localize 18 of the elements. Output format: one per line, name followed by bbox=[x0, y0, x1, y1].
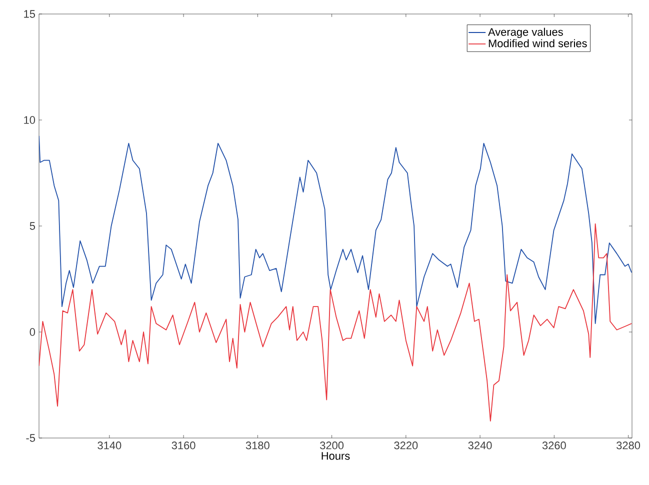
x-tick-label: 3140 bbox=[98, 442, 122, 450]
y-tick-label: 0 bbox=[30, 328, 36, 336]
x-tick-label: 3160 bbox=[172, 442, 196, 450]
y-tick-label: 10 bbox=[24, 116, 36, 124]
legend-label: Average values bbox=[488, 28, 563, 38]
y-tick-label: 15 bbox=[24, 10, 36, 18]
x-tick-label: 3180 bbox=[246, 442, 270, 450]
y-tick-label: -5 bbox=[26, 434, 36, 442]
x-tick-label: 3260 bbox=[542, 442, 566, 450]
x-tick-label: 3280 bbox=[616, 442, 640, 450]
x-tick-label: 3240 bbox=[468, 442, 492, 450]
x-axis-title: Hours bbox=[322, 452, 350, 460]
x-tick-label: 3200 bbox=[320, 442, 344, 450]
line-series bbox=[39, 135, 632, 324]
y-tick-label: 5 bbox=[30, 222, 36, 230]
legend-label: Modified wind series bbox=[488, 39, 587, 48]
line-series bbox=[39, 223, 632, 422]
x-tick-label: 3220 bbox=[394, 442, 418, 450]
